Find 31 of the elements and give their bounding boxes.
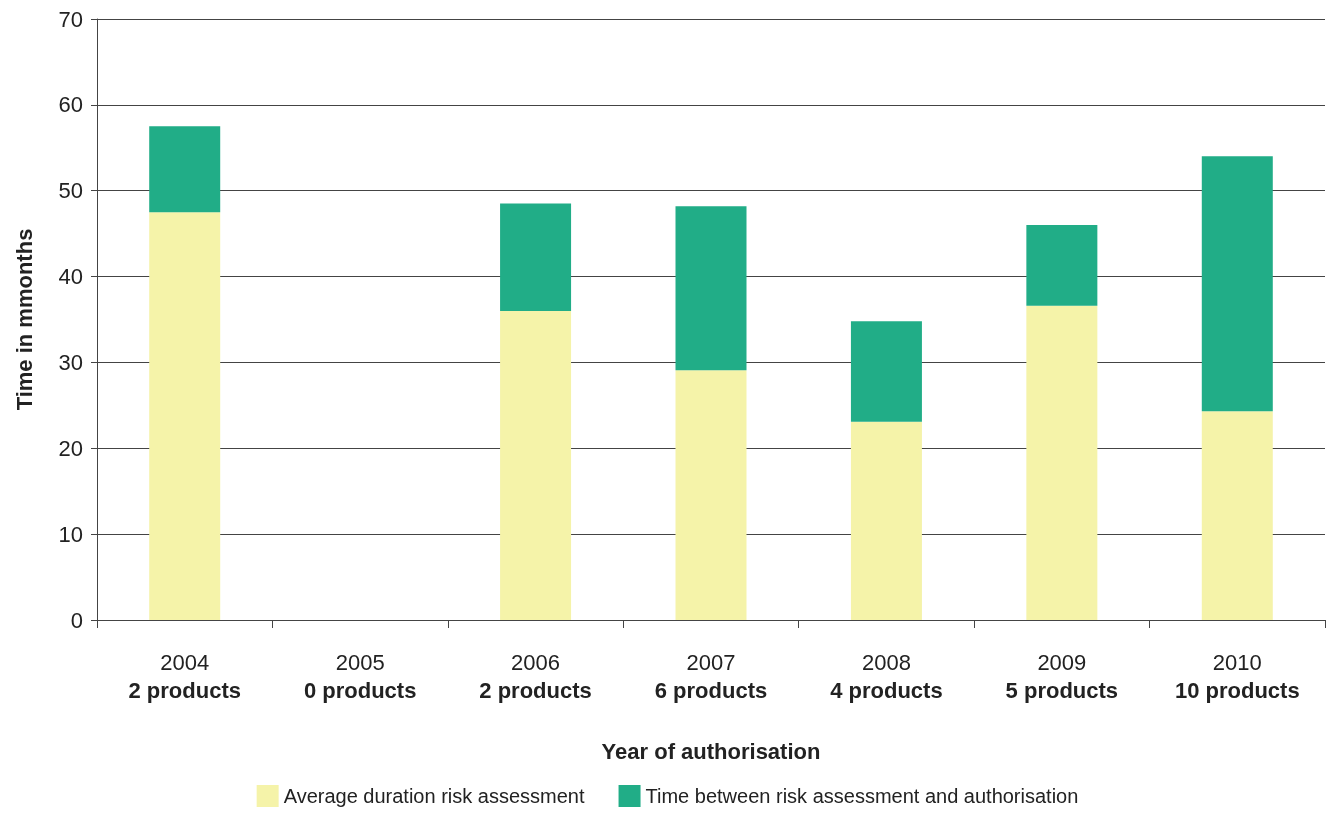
bar (500, 203, 572, 311)
x-tick-label: 2009 5 products (1005, 649, 1119, 703)
x-tick-label: 2006 2 products (479, 649, 592, 703)
y-tick-label: 60 (58, 92, 83, 118)
x-tick-label: 2010 10 products (1174, 649, 1300, 703)
legend-label: Time between risk assessment and authorisation (645, 785, 1079, 807)
y-axis-title: Time in mmonths (11, 228, 37, 411)
x-tick-label: 2008 4 products (830, 649, 943, 703)
legend-label: Average duration risk assessment (283, 785, 585, 807)
x-tick-label: 2004 2 products (128, 649, 241, 703)
y-tick-label: 0 (70, 607, 83, 633)
y-tick-label: 50 (58, 178, 83, 204)
bar (149, 126, 221, 213)
y-tick-label: 30 (58, 349, 83, 375)
bar (850, 421, 922, 620)
bar (675, 370, 747, 620)
bar (675, 206, 747, 371)
bar (1026, 305, 1098, 620)
y-tick-label: 20 (58, 435, 83, 461)
x-axis-title: Year of authorisation (601, 738, 821, 764)
y-tick-label: 70 (58, 6, 83, 32)
x-tick-label: 2007 6 products (654, 649, 768, 703)
y-tick-label: 10 (58, 521, 83, 547)
bar (1201, 411, 1273, 620)
bar (1026, 225, 1098, 306)
y-tick-label: 40 (58, 264, 83, 290)
bar (149, 212, 221, 620)
bar (1201, 156, 1273, 412)
bar (850, 321, 922, 422)
x-tick-label: 2005 0 products (303, 649, 417, 703)
bar (500, 310, 572, 620)
